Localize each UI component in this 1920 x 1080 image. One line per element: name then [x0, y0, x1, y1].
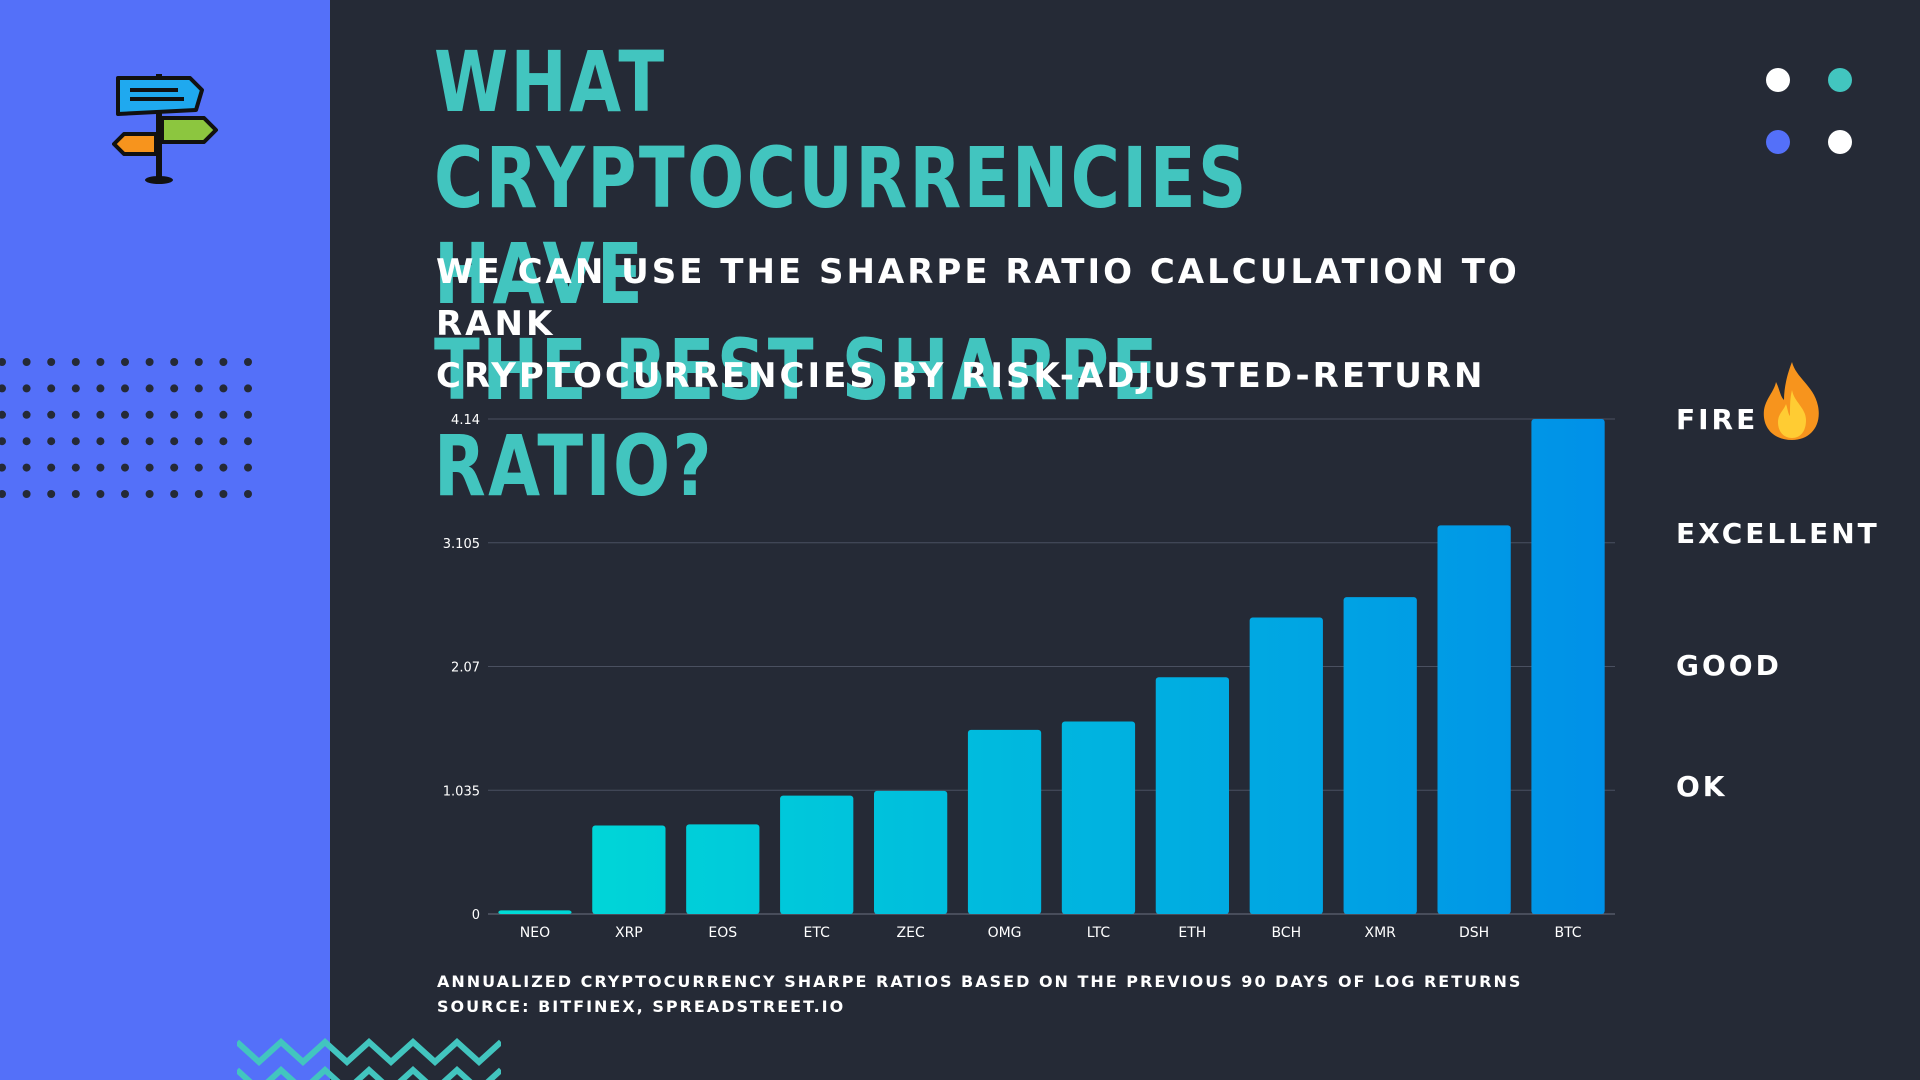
bar-dsh: [1437, 525, 1511, 914]
bar-btc: [1531, 419, 1605, 914]
sharpe-ratio-bar-chart: 0 1.035 2.07 3.105 4.14 NEO XRP EOS ETC ZEC OMG LTC…: [443, 413, 1615, 941]
bar-bch: [1249, 617, 1323, 914]
fire-icon: [1763, 362, 1819, 440]
y-tick-label: 2.07: [451, 661, 480, 676]
rating-good: GOOD: [1676, 649, 1782, 682]
decorative-zigzag: [237, 1037, 501, 1080]
bar-xrp: [592, 825, 666, 914]
x-tick-label: ETH: [1178, 925, 1206, 941]
page-title: WHAT CRYPTOCURRENCIES HAVE THE BEST SHAR…: [434, 34, 1450, 514]
left-decorative-panel: [0, 0, 330, 1080]
bar-etc: [780, 795, 854, 914]
decorative-dots-grid: [0, 358, 252, 498]
x-tick-label: OMG: [988, 925, 1022, 941]
x-tick-label: LTC: [1087, 925, 1111, 941]
page-subtitle: WE CAN USE THE SHARPE RATIO CALCULATION …: [436, 246, 1636, 402]
title-line-2: THE BEST SHARPE RATIO?: [434, 321, 1160, 515]
chart-footnote: ANNUALIZED CRYPTOCURRENCY SHARPE RATIOS …: [437, 972, 1523, 991]
rating-excellent: EXCELLENT: [1676, 517, 1880, 550]
rating-ok: OK: [1676, 770, 1728, 803]
bar-xmr: [1343, 597, 1417, 914]
decorative-corner-dots: [1766, 68, 1852, 154]
y-tick-label: 4.14: [451, 413, 480, 428]
subtitle-line-1: WE CAN USE THE SHARPE RATIO CALCULATION …: [436, 252, 1520, 344]
y-tick-label: 0: [472, 908, 480, 923]
x-tick-label: XMR: [1365, 925, 1397, 941]
x-tick-label: NEO: [520, 925, 550, 941]
bar-neo: [498, 910, 572, 914]
x-tick-label: EOS: [708, 925, 737, 941]
subtitle-line-2: CRYPTOCURRENCIES BY RISK-ADJUSTED-RETURN: [436, 356, 1486, 396]
x-tick-label: BTC: [1554, 925, 1581, 941]
bar-omg: [967, 729, 1042, 914]
y-tick-label: 1.035: [443, 784, 480, 799]
bar-zec: [873, 790, 948, 914]
x-tick-label: DSH: [1459, 925, 1489, 941]
x-tick-label: ETC: [804, 925, 831, 941]
signpost-icon: [112, 74, 218, 184]
bar-eth: [1155, 677, 1230, 914]
bar-eos: [686, 824, 760, 914]
chart-source: SOURCE: BITFINEX, SPREADSTREET.IO: [437, 997, 846, 1016]
bar-ltc: [1061, 721, 1136, 914]
rating-fire: FIRE: [1676, 403, 1759, 436]
title-line-1: WHAT CRYPTOCURRENCIES HAVE: [434, 33, 1249, 323]
x-tick-label: XRP: [615, 925, 643, 941]
x-tick-label: ZEC: [897, 925, 925, 941]
y-tick-label: 3.105: [443, 537, 480, 552]
x-tick-label: BCH: [1271, 925, 1301, 941]
